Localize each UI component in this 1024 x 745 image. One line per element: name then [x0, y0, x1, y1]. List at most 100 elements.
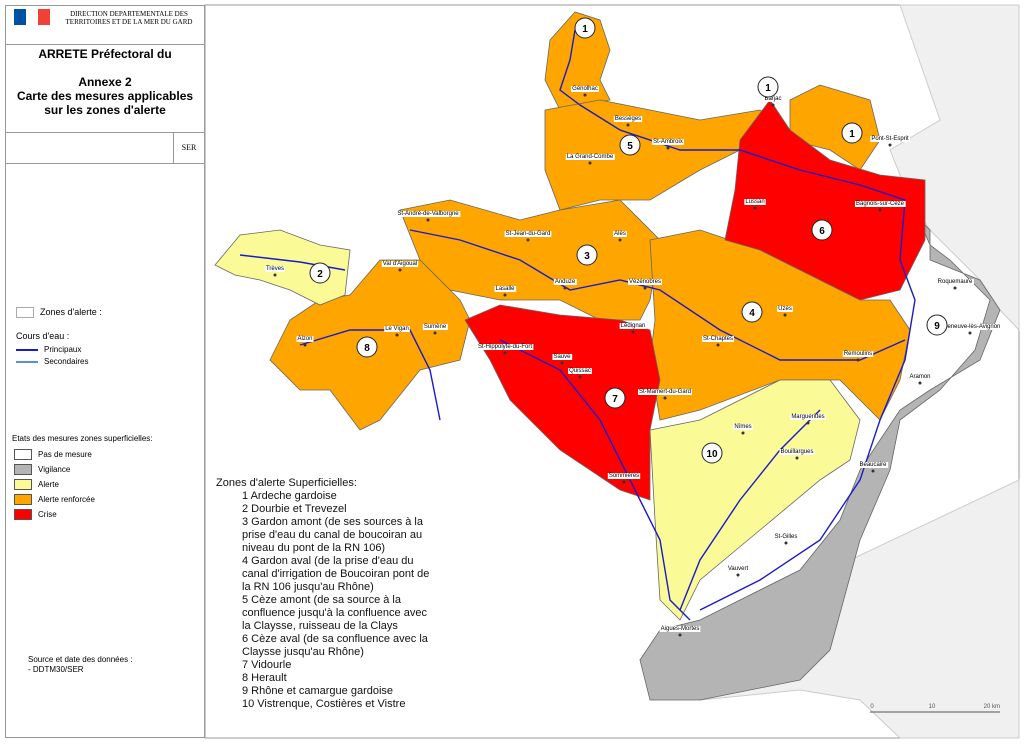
town-dot [968, 331, 972, 335]
code: SER [173, 133, 204, 163]
town-label: St-Mamert-du-Gard [639, 389, 691, 395]
legend-rivers-title: Cours d'eau : [16, 331, 70, 341]
town-dot [503, 293, 507, 297]
town-label: St-Gilles [775, 534, 798, 540]
legend-line [16, 360, 38, 363]
town-label-bg [613, 231, 627, 237]
town-label-bg [613, 116, 643, 122]
legend-measure: Alerte [14, 477, 95, 492]
zone-6 [724, 99, 926, 301]
zone-list-item: 9 Rhône et camargue gardoise [242, 685, 394, 697]
legend-measure: Pas de mesure [14, 447, 95, 462]
town-label-bg [777, 306, 793, 312]
town-dot [560, 361, 564, 365]
town-label: St-Ambroix [653, 139, 683, 145]
town-dot [503, 351, 507, 355]
town-dot [918, 381, 922, 385]
legend-label: Crise [38, 510, 57, 519]
town-label-bg [422, 324, 448, 330]
town-label: Villeneuve-lès-Avignon [940, 324, 1001, 330]
sidebar: DIRECTION DEPARTEMENTALE DES TERRITOIRES… [5, 5, 205, 738]
town-label-bg [552, 354, 573, 360]
zone-number: 1 [849, 129, 855, 140]
town-label-bg [659, 626, 701, 632]
zone-marker [926, 314, 948, 336]
rivers [239, 29, 916, 621]
town-label: Alès [614, 231, 626, 237]
zone-marker [619, 134, 641, 156]
town-label: St-Hippolyte-du-Fort [478, 344, 532, 350]
river [499, 339, 691, 621]
flag-logo [14, 9, 50, 25]
town-label: Aramon [909, 374, 930, 380]
legend-measures-title: Etats des mesures zones superficielles: [12, 434, 153, 443]
town-dot [666, 146, 670, 150]
scale-label: 0 [870, 704, 874, 710]
town-label: Bessèges [615, 116, 641, 122]
town-label: Sumène [424, 324, 447, 330]
legend-line [16, 348, 38, 351]
legend-label: Principaux [44, 345, 82, 354]
town-label: Roquemaure [938, 279, 973, 285]
title: ARRETE Préfectoral du [38, 47, 172, 61]
town-dot [273, 273, 277, 277]
source-title: Source et date des données : [28, 655, 133, 664]
zone-number: 1 [765, 83, 771, 94]
scale-label: 10 [929, 704, 936, 710]
zone-number: 1 [582, 24, 588, 35]
zone-10 [649, 379, 861, 621]
town-label-bg [744, 199, 766, 205]
town-label-bg [726, 566, 750, 572]
legend-measures: Pas de mesure Vigilance Alerte Alerte renfo… [14, 447, 95, 522]
river [699, 199, 916, 611]
legend-label: Vigilance [38, 465, 71, 474]
zone-number: 4 [749, 308, 755, 319]
town-label: Anduze [555, 279, 576, 285]
subtitle: Carte des mesures applicables [16, 89, 194, 103]
town-label: Bouillargues [780, 449, 813, 455]
zone-number: 6 [819, 226, 825, 237]
zone-3 [399, 199, 661, 321]
town-label: Trèves [266, 266, 284, 272]
town-label-bg [627, 279, 663, 285]
code-band: SER [6, 133, 204, 164]
town-label: Barjac [764, 96, 781, 102]
town-label: Lussan [745, 199, 764, 205]
zone-number: 7 [612, 394, 618, 405]
legend-river: Principaux [16, 344, 88, 356]
town-dot [716, 343, 720, 347]
legend-swatch [14, 449, 32, 461]
legend-label: Pas de mesure [38, 450, 92, 459]
zone-list-item: 6 Cèze aval (de sa confluence avec la Cl… [242, 633, 428, 658]
town-label-bg [504, 231, 552, 237]
zone-list-title: Zones d'alerte Superficielles: [216, 477, 357, 489]
zone-marker [841, 122, 863, 144]
zone-number: 9 [934, 321, 940, 332]
town-label-bg [384, 326, 410, 332]
town-label: Quissac [569, 368, 591, 374]
zone-list-item: 2 Dourbie et Trevezel [242, 503, 347, 515]
town-label-bg [701, 336, 735, 342]
town-dot [878, 208, 882, 212]
town-label-bg [494, 286, 517, 292]
town-label-bg [842, 351, 874, 357]
town-label: St-Jean-du-Gard [506, 231, 551, 237]
town-label: Lédignan [621, 323, 646, 329]
town-dot [618, 238, 622, 242]
town-label: Remoulins [844, 351, 872, 357]
river [559, 29, 906, 201]
town-dot [526, 238, 530, 242]
town-label-bg [637, 389, 693, 395]
town-label-bg [936, 279, 975, 285]
town-label: Val d'Aigoual [383, 261, 417, 267]
zone-marker [309, 262, 331, 284]
town-dot [663, 396, 667, 400]
zone-9 [639, 179, 1001, 701]
town-label-bg [763, 96, 783, 102]
town-dot [583, 93, 587, 97]
legend-swatch [14, 479, 32, 491]
zone-list-item: 10 Vistrenque, Costières et Vistre [242, 698, 406, 710]
town-dot [784, 541, 788, 545]
